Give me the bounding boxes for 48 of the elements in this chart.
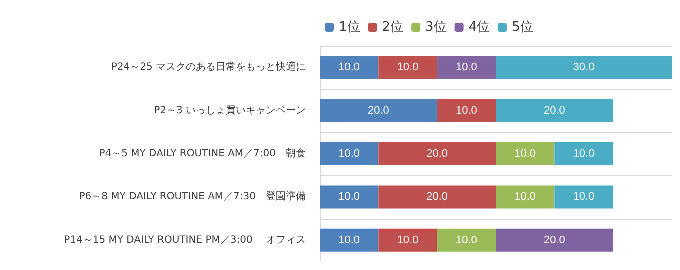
y-tick-label: P14～15 MY DAILY ROUTINE PM／3:00 オフィス (64, 234, 306, 246)
bar (320, 99, 438, 122)
bar (496, 186, 555, 209)
data-label: 20.0 (544, 104, 566, 117)
legend-label: 4位 (468, 20, 490, 35)
data-label: 10.0 (573, 191, 595, 204)
data-label: 20.0 (544, 234, 566, 246)
bar (496, 99, 614, 122)
bar (554, 186, 614, 209)
data-label: 10.0 (338, 191, 360, 204)
legend-label: 5位 (512, 20, 534, 35)
data-label: 10.0 (456, 104, 478, 117)
legend-label: 2位 (382, 20, 404, 35)
bar (554, 142, 614, 166)
data-label: 20.0 (368, 104, 390, 117)
bar (496, 142, 555, 166)
data-label: 10.0 (514, 191, 536, 204)
data-label: 10.0 (456, 234, 478, 246)
legend-label: 3位 (426, 20, 447, 35)
bar (378, 56, 438, 80)
bar (320, 56, 379, 80)
data-label: 10.0 (338, 148, 360, 160)
bar (320, 186, 379, 209)
bar (496, 228, 614, 252)
data-label: 30.0 (573, 62, 595, 74)
y-tick-label: P6～8 MY DAILY ROUTINE AM／7:30 登園準備 (79, 190, 306, 203)
data-label: 10.0 (514, 148, 536, 160)
bar (378, 186, 496, 209)
data-label: 10.0 (573, 148, 595, 160)
bar (437, 99, 496, 122)
data-label: 10.0 (338, 234, 360, 246)
data-label: 20.0 (426, 191, 448, 204)
bar (496, 56, 672, 80)
data-label: 10.0 (456, 62, 478, 74)
bar (378, 142, 496, 166)
bar (378, 228, 438, 252)
y-tick-label: P24～25 マスクのある日常をもっと快適に (111, 61, 306, 74)
y-tick-label: P2～3 いっしょ買いキャンペーン (154, 105, 306, 116)
data-label: 10.0 (397, 62, 419, 74)
bar (320, 142, 379, 166)
legend-label: 1位 (339, 20, 360, 35)
bar (437, 228, 496, 252)
y-tick-label: P4～5 MY DAILY ROUTINE AM／7:00 朝食 (99, 148, 306, 160)
data-label: 10.0 (397, 234, 419, 246)
data-label: 20.0 (426, 148, 448, 160)
bar (437, 56, 496, 80)
bar (320, 228, 379, 252)
data-label: 10.0 (338, 62, 360, 74)
